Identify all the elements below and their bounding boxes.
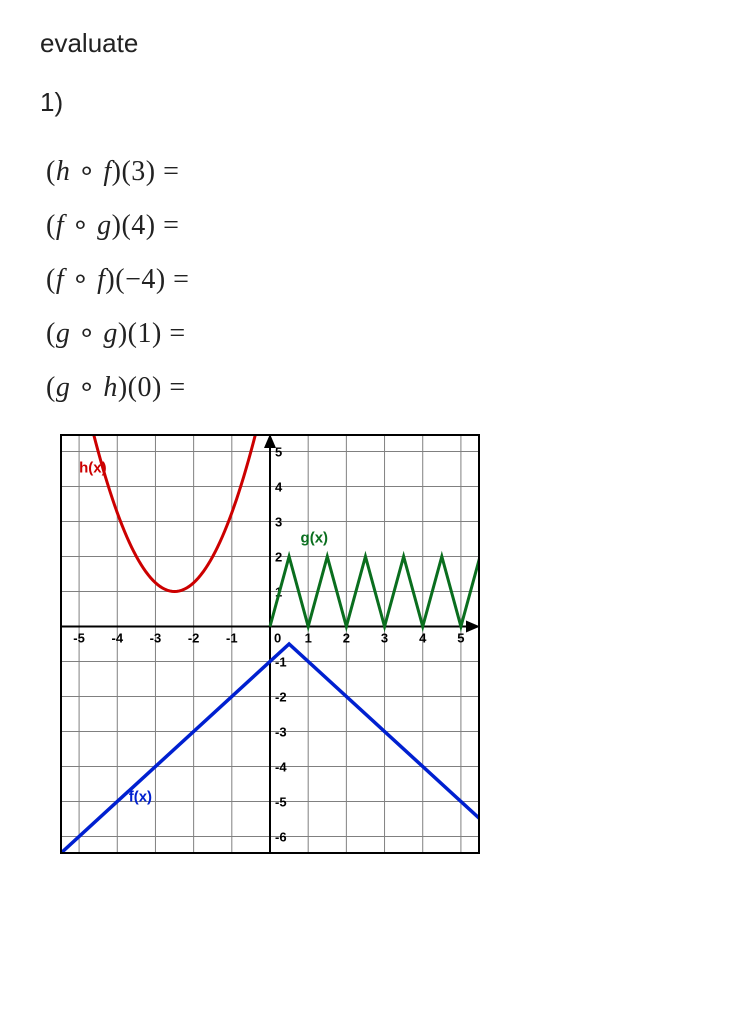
svg-text:f(x): f(x) bbox=[129, 789, 152, 806]
svg-text:0: 0 bbox=[274, 631, 281, 646]
svg-text:1: 1 bbox=[305, 631, 312, 646]
expression-item: (h ∘ f)(3) = bbox=[46, 154, 710, 188]
svg-text:g(x): g(x) bbox=[301, 530, 329, 547]
expression-list: (h ∘ f)(3) = (f ∘ g)(4) = (f ∘ f)(−4) = … bbox=[46, 154, 710, 404]
problem-number: 1) bbox=[40, 87, 710, 118]
svg-text:3: 3 bbox=[381, 631, 388, 646]
svg-text:-5: -5 bbox=[275, 795, 287, 810]
svg-text:3: 3 bbox=[275, 515, 282, 530]
svg-text:-6: -6 bbox=[275, 830, 287, 845]
expression-item: (f ∘ f)(−4) = bbox=[46, 262, 710, 296]
svg-text:-2: -2 bbox=[275, 690, 287, 705]
svg-text:h(x): h(x) bbox=[79, 460, 107, 477]
svg-text:-2: -2 bbox=[188, 631, 200, 646]
expression-item: (f ∘ g)(4) = bbox=[46, 208, 710, 242]
svg-text:-3: -3 bbox=[150, 631, 162, 646]
svg-text:-5: -5 bbox=[73, 631, 85, 646]
svg-text:2: 2 bbox=[275, 550, 282, 565]
svg-text:4: 4 bbox=[275, 480, 283, 495]
svg-text:-1: -1 bbox=[226, 631, 238, 646]
svg-text:5: 5 bbox=[275, 445, 282, 460]
svg-text:4: 4 bbox=[419, 631, 427, 646]
svg-text:5: 5 bbox=[457, 631, 464, 646]
chart-svg: -5-4-3-2-1012345-6-5-4-3-2-112345h(x)g(x… bbox=[60, 434, 480, 854]
svg-text:-3: -3 bbox=[275, 725, 287, 740]
svg-text:2: 2 bbox=[343, 631, 350, 646]
svg-text:-4: -4 bbox=[275, 760, 287, 775]
composite-function-chart: -5-4-3-2-1012345-6-5-4-3-2-112345h(x)g(x… bbox=[60, 434, 710, 854]
page-heading: evaluate bbox=[40, 28, 710, 59]
expression-item: (g ∘ g)(1) = bbox=[46, 316, 710, 350]
svg-text:-4: -4 bbox=[111, 631, 123, 646]
expression-item: (g ∘ h)(0) = bbox=[46, 370, 710, 404]
